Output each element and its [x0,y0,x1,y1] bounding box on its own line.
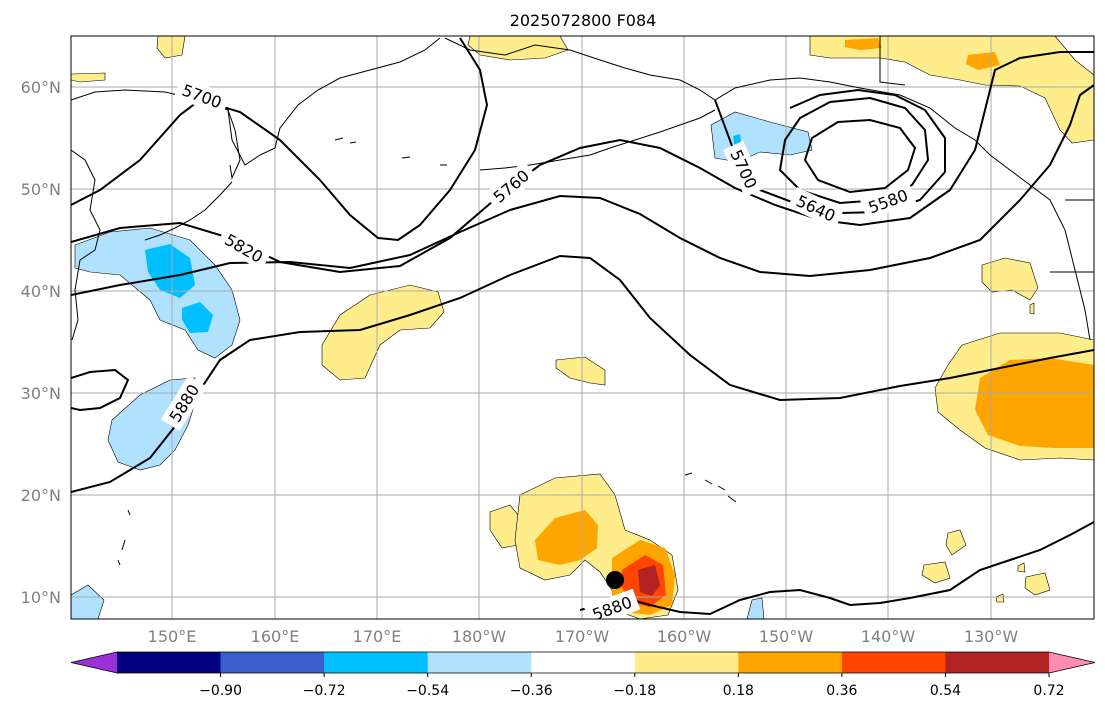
map-frame [70,35,1095,620]
latitude-axis: 60°N 50°N 40°N 30°N 20°N 10°N [21,78,61,607]
negative-anomaly-core [182,302,213,333]
positive-anomaly-region [71,72,106,83]
positive-anomaly-region [467,36,569,61]
colorbar-tick-label: 0.36 [826,683,857,699]
latitude-label: 20°N [21,486,61,505]
longitude-label: 180°W [452,627,507,646]
longitude-label: 160°W [657,627,712,646]
positive-anomaly-region [995,593,1005,603]
colorbar-segment [841,652,946,673]
us-border [1050,199,1094,273]
kuril-islands [144,181,233,241]
contour-5580 [803,118,917,194]
colorbar-tick-label: −0.18 [613,683,656,699]
alaska-coastline [444,37,1091,341]
positive-anomaly-region [156,36,186,59]
latitude-label: 50°N [21,180,61,199]
latitude-label: 10°N [21,588,61,607]
colorbar-tick-label: 0.72 [1033,683,1064,699]
colorbar-extend-low [71,652,117,673]
colorbar-segment [427,652,532,673]
colorbar-segment [531,652,636,673]
contour-5640 [778,96,930,205]
longitude-label: 170°E [353,627,402,646]
canada-border [879,36,906,86]
map-title: 2025072800 F084 [510,11,657,30]
colorbar-tick-label: −0.36 [510,683,553,699]
longitude-label: 150°E [148,627,197,646]
positive-anomaly-region [945,529,967,556]
small-islands [117,137,447,566]
colorbar-segment [324,652,429,673]
storm-center-marker [606,571,624,589]
latitude-label: 60°N [21,78,61,97]
positive-anomaly-region [555,356,606,386]
colorbar-tick-label: −0.90 [199,683,242,699]
hawaii-islands [684,472,737,503]
longitude-label: 160°E [251,627,300,646]
colorbar-segment [634,652,739,673]
kamchatka-coastline [227,109,241,180]
contour-5700-west [71,37,489,242]
positive-anomaly-region [1017,562,1026,573]
colorbar-segment [220,652,325,673]
negative-anomaly-core [145,244,195,298]
colorbar-segment [945,652,1050,673]
latitude-label: 40°N [21,282,61,301]
negative-anomaly-region [71,584,105,619]
colorbar-extend-high [1049,652,1095,673]
positive-anomaly-region [1029,302,1035,315]
latitude-label: 30°N [21,384,61,403]
contour-5880-west-loop [71,368,130,412]
colorbar-tick-label: −0.54 [406,683,449,699]
colorbar-segment [117,652,222,673]
contour-5820 [71,84,1094,296]
colorbar-segment [738,652,843,673]
colorbar-tick-label: −0.72 [303,683,346,699]
positive-anomaly-core [638,565,660,596]
longitude-label: 150°W [759,627,814,646]
positive-anomaly-region [921,561,951,584]
positive-anomaly-core [845,38,882,50]
asia-coastline [71,37,441,166]
colorbar-outline [70,651,1096,674]
positive-anomaly-region [809,36,1094,144]
colorbar-tick-label: 0.54 [930,683,961,699]
positive-anomaly-region [321,284,445,381]
japan-coastline [71,149,101,341]
map-panel: 5700 5760 5820 5880 5700 5640 5580 5880 [71,36,1094,619]
longitude-label: 130°W [964,627,1019,646]
longitude-label: 170°W [555,627,610,646]
longitude-label: 140°W [861,627,916,646]
contour-5760 [71,51,1094,274]
colorbar: −0.90 −0.72 −0.54 −0.36 −0.18 0.18 0.36 0.54 0.7… [70,651,1096,699]
negative-anomaly-region [746,597,765,619]
positive-anomaly-region [981,257,1039,301]
positive-anomaly-region [1024,572,1051,596]
positive-anomaly-core [975,358,1094,448]
colorbar-tick-label: 0.18 [723,683,754,699]
contour-5880-south [579,521,1094,616]
gridlines [71,36,1094,619]
longitude-axis: 150°E 160°E 170°E 180°W 170°W 160°W 150°… [148,627,1019,646]
